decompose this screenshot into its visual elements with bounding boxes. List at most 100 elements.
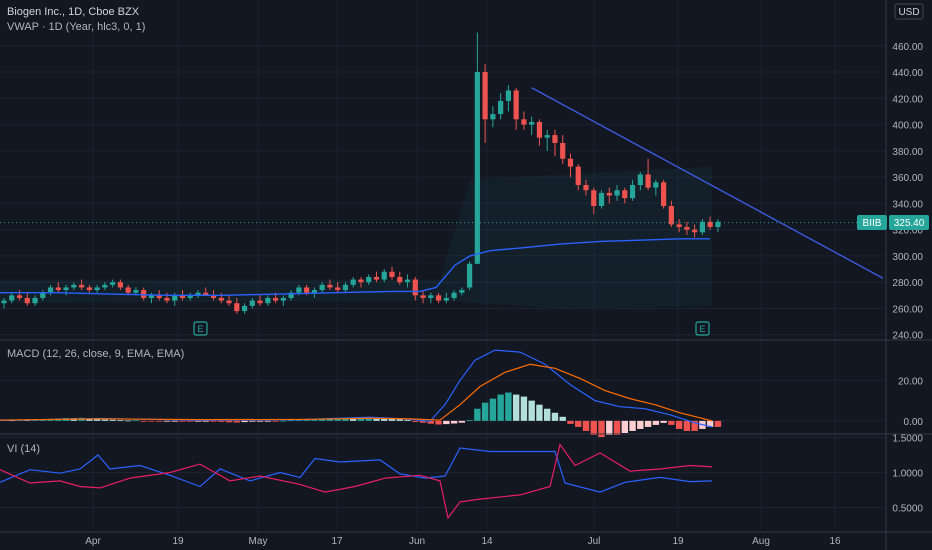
candle-body [141, 290, 147, 298]
candle [249, 297, 255, 309]
candle-body [661, 182, 667, 207]
vwap-line [0, 238, 710, 297]
macd-histogram-bar [233, 420, 240, 423]
candle [9, 292, 15, 304]
macd-histogram-bar [342, 417, 349, 421]
candle-body [273, 297, 279, 301]
candle [327, 279, 333, 291]
candle [319, 282, 325, 293]
macd-histogram-bar [598, 420, 605, 438]
candle [699, 219, 705, 235]
candle-body [280, 297, 286, 301]
candle-body [1, 300, 7, 304]
candle-body [40, 292, 46, 298]
macd-histogram-bar [350, 418, 357, 421]
macd-histogram-bar [396, 419, 403, 421]
macd-histogram-bar [567, 420, 574, 424]
macd-histogram-bar [637, 420, 644, 429]
candle-body [86, 287, 92, 291]
candle-body [467, 263, 473, 288]
macd-histogram-bar [536, 404, 543, 421]
candle [288, 290, 294, 301]
earnings-marker-2[interactable]: E [695, 321, 710, 336]
candle [195, 290, 201, 298]
candle [692, 224, 698, 238]
macd-histogram-bar [419, 420, 427, 423]
price-tick-label: 260.00 [892, 304, 923, 315]
macd-histogram-bar [675, 420, 683, 429]
candle-body [16, 295, 23, 298]
candle [280, 295, 286, 306]
macd-pane[interactable] [0, 349, 722, 438]
candle-body [676, 224, 682, 228]
vi-label: VI (14) [7, 443, 40, 455]
macd-label: MACD (12, 26, close, 9, EMA, EMA) [7, 348, 184, 360]
vwap-band-fill [0, 166, 712, 309]
candle [32, 295, 38, 306]
candle [567, 153, 574, 178]
macd-histogram-bar [427, 420, 434, 424]
candle-body [692, 229, 698, 233]
candle [622, 187, 628, 204]
macd-histogram-bar [163, 420, 171, 422]
candle-body [474, 72, 480, 264]
macd-histogram-bar [124, 420, 132, 422]
macd-histogram-bar [249, 420, 256, 422]
vi-tick-label: 1.0000 [892, 469, 923, 480]
candle [451, 290, 457, 301]
macd-histogram-bar [132, 420, 140, 422]
currency-button[interactable] [894, 3, 924, 20]
candle-body [381, 271, 387, 280]
candle-body [513, 90, 519, 120]
candle-body [63, 287, 69, 291]
candle-body [79, 284, 85, 288]
vi-pane[interactable] [0, 443, 713, 520]
candle [482, 64, 488, 143]
macd-histogram-bar [544, 408, 551, 421]
candle-body [156, 295, 162, 298]
candle-body [55, 287, 61, 291]
time-tick-label: 17 [331, 536, 343, 547]
candle-body [482, 72, 488, 120]
macd-histogram-bar [629, 420, 636, 431]
last-price-badge: BIIB 325.40 [857, 215, 929, 230]
candle-body [172, 295, 178, 301]
candle [71, 282, 77, 291]
candle-body [265, 297, 271, 304]
candle [257, 295, 263, 306]
vi-tick-label: 0.5000 [892, 504, 923, 515]
time-tick-label: 14 [481, 536, 493, 547]
candle [661, 179, 667, 209]
candle [226, 295, 232, 306]
candle [102, 282, 108, 291]
macd-histogram-bar [365, 417, 372, 421]
candle [474, 32, 480, 264]
candle [24, 292, 30, 306]
macd-histogram-bar [225, 420, 233, 423]
candle-body [699, 221, 705, 233]
macd-histogram-bar [481, 402, 489, 421]
candle [79, 279, 85, 291]
time-tick-label: 19 [672, 536, 684, 547]
candle [645, 158, 651, 191]
candle [560, 135, 566, 164]
macd-histogram-bar [528, 400, 535, 421]
candle [389, 266, 395, 280]
time-tick-label: May [249, 536, 268, 547]
macd-histogram-bar [148, 420, 155, 422]
candle [653, 179, 659, 196]
earnings-marker-1[interactable]: E [193, 321, 208, 336]
candle-body [203, 292, 209, 296]
macd-histogram-bar [171, 420, 178, 422]
macd-histogram-bar [326, 418, 334, 421]
overlays [0, 87, 884, 297]
candles[interactable] [1, 32, 721, 314]
candle [234, 297, 240, 314]
time-tick-label: Aug [752, 536, 770, 547]
candle [110, 279, 116, 288]
candle-body [350, 279, 356, 285]
candle [55, 282, 61, 293]
candle [552, 129, 558, 157]
